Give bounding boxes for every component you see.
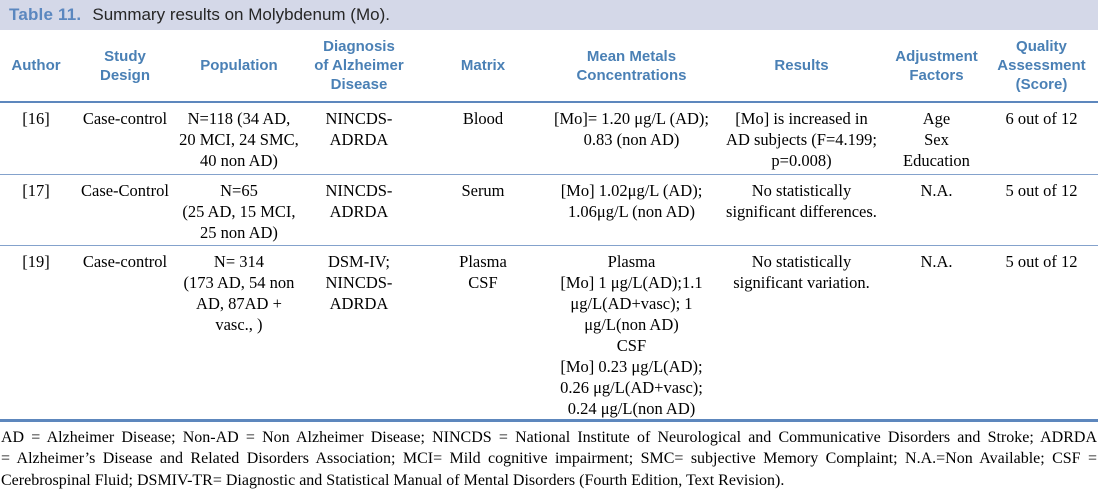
table-caption-text: Summary results on Molybdenum (Mo). <box>92 5 390 24</box>
header-mean-metals-concentrations: Mean Metals Concentrations <box>576 47 687 84</box>
footnote-line: = Alzheimer’s Disease and Related Disord… <box>1 450 1097 467</box>
cell-results: No statistically significant variation. <box>733 251 870 292</box>
header-results: Results <box>774 57 829 74</box>
header-matrix: Matrix <box>460 57 506 74</box>
summary-table: Author Study Design Population Diagnosis… <box>0 30 1098 422</box>
cell-results: [Mo] is increased in AD subjects (F=4.19… <box>726 109 877 170</box>
cell-results: No statistically significant differences… <box>726 180 877 221</box>
cell-population: N=118 (34 AD, 20 MCI, 24 SMC, 40 non AD) <box>179 109 299 170</box>
cell-adjustment-factors: N.A. <box>920 180 953 200</box>
header-adjustment-factors: Adjustment Factors <box>895 47 978 84</box>
cell-author: [16] <box>22 109 50 128</box>
cell-study-design: Case-control <box>82 109 168 128</box>
cell-author: [17] <box>22 180 50 200</box>
footnote-line: AD = Alzheimer Disease; Non-AD = Non Alz… <box>1 428 1097 446</box>
table-number-label: Table 11. <box>9 5 82 24</box>
footnote-line: Cerebrospinal Fluid; DSMIV-TR= Diagnosti… <box>1 471 785 489</box>
table-row: [19] Case-control N= 314 (173 AD, 54 non… <box>0 245 1098 420</box>
header-author: Author <box>11 57 61 74</box>
cell-diagnosis: NINCDS- ADRDA <box>325 180 393 221</box>
header-study-design: Study Design <box>99 47 150 84</box>
header-quality-assessment: Quality Assessment (Score) <box>997 38 1086 93</box>
cell-matrix: Plasma CSF <box>459 251 507 292</box>
header-diagnosis: Diagnosis of Alzheimer Disease <box>314 38 404 93</box>
cell-concentrations: [Mo] 1.02μg/L (AD); 1.06μg/L (non AD) <box>560 180 703 221</box>
cell-concentrations: [Mo]= 1.20 μg/L (AD); 0.83 (non AD) <box>553 109 709 149</box>
cell-study-design: Case-Control <box>80 180 169 200</box>
cell-population: N=65 (25 AD, 15 MCI, 25 non AD) <box>182 180 296 242</box>
cell-population: N= 314 (173 AD, 54 non AD, 87AD + vasc.,… <box>183 251 295 334</box>
cell-author: [19] <box>22 251 50 271</box>
cell-adjustment-factors: Age Sex Education <box>903 109 970 170</box>
header-row: Author Study Design Population Diagnosis… <box>0 30 1098 102</box>
table-row: [17] Case-Control N=65 (25 AD, 15 MCI, 2… <box>0 174 1098 245</box>
cell-concentrations: Plasma [Mo] 1 μg/L(AD);1.1 μg/L(AD+vasc)… <box>560 251 703 418</box>
table-footnote: AD = Alzheimer Disease; Non-AD = Non Alz… <box>0 422 1098 490</box>
cell-quality: 6 out of 12 <box>1005 109 1078 128</box>
cell-quality: 5 out of 12 <box>1005 180 1078 200</box>
header-population: Population <box>200 57 278 74</box>
table-row: [16] Case-control N=118 (34 AD, 20 MCI, … <box>0 102 1098 174</box>
cell-study-design: Case-control <box>82 251 168 271</box>
table-caption-bar: Table 11. Summary results on Molybdenum … <box>0 0 1098 30</box>
cell-matrix: Blood <box>462 109 504 128</box>
cell-matrix: Serum <box>461 180 505 200</box>
cell-diagnosis: DSM-IV; NINCDS- ADRDA <box>325 251 393 313</box>
cell-quality: 5 out of 12 <box>1005 251 1078 271</box>
cell-diagnosis: NINCDS- ADRDA <box>325 109 393 149</box>
cell-adjustment-factors: N.A. <box>920 251 953 271</box>
